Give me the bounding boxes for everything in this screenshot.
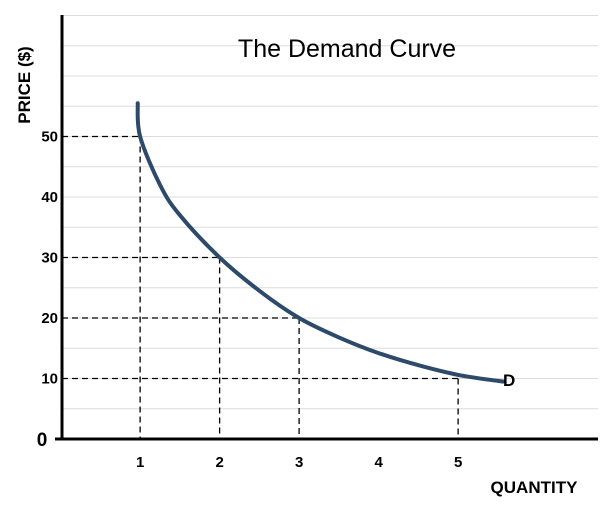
x-tick-label: 4 [374,454,383,471]
gridlines [63,15,598,410]
chart-title: The Demand Curve [238,35,456,63]
demand-curve-label: D [503,371,515,390]
y-tick-label: 10 [41,371,58,388]
x-tick-label: 3 [295,454,303,471]
x-tick-label: 1 [136,454,144,471]
origin-label: 0 [37,430,48,451]
y-tick-label: 50 [41,129,58,146]
demand-curve-line [135,101,506,384]
x-tick-label: 2 [215,454,223,471]
x-tick-label: 5 [454,454,462,471]
y-axis-label: PRICE ($) [15,46,34,123]
y-tick-label: 40 [41,189,58,206]
y-tick-label: 30 [41,250,58,267]
tick-labels: 1 2 3 4 5 10 20 30 40 50 [41,129,462,472]
x-axis-label: QUANTITY [491,478,579,497]
reference-lines [62,135,459,439]
y-tick-label: 20 [41,310,58,327]
